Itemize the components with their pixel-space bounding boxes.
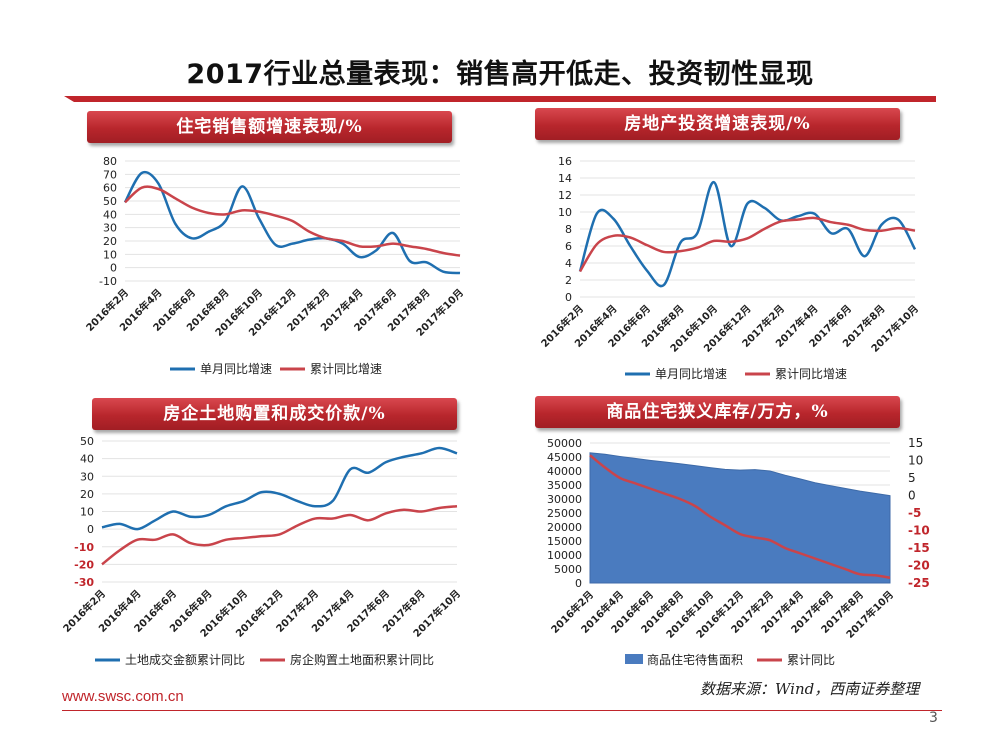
series-line-1 [578,216,916,273]
legend-label: 累计同比 [787,653,835,667]
y-tick-label: 20 [103,235,117,248]
y2-tick-label: 15 [908,436,923,450]
y-tick-label: 4 [565,257,572,270]
y-tick-label: 0 [565,291,572,304]
series-line-0 [123,170,461,275]
y2-tick-label: 5 [908,471,916,485]
legend-label: 土地成交金额累计同比 [125,652,245,667]
y-tick-label: 15000 [547,535,582,548]
y-tick-label: 35000 [547,479,582,492]
y-tick-label: -10 [99,275,117,288]
y2-tick-label: -15 [908,541,930,555]
y2-tick-label: -5 [908,506,921,520]
y-tick-label: 10000 [547,549,582,562]
slide-title: 2017行业总量表现：销售高开低走、投资韧性显现 [186,59,814,90]
chart-residential-inventory: 0500010000150002000025000300003500040000… [547,436,930,667]
panel-title-inventory: 商品住宅狭义库存/万方，% [535,396,900,428]
footer-url-link[interactable]: www.swsc.com.cn [62,688,184,705]
y-tick-label: 5000 [554,563,582,576]
y-tick-label: 80 [103,155,117,168]
y-tick-label: 40000 [547,465,582,478]
chart-real-estate-investment-growth: 02468101214162016年2月2016年4月2016年6月2016年8… [538,155,921,381]
y-tick-label: 20000 [547,521,582,534]
legend-swatch [625,654,643,664]
y-tick-label: 0 [575,577,582,590]
y-tick-label: 30 [80,470,94,483]
y-tick-label: -30 [74,576,94,589]
y2-tick-label: -20 [908,559,930,573]
series-line-1 [124,185,461,257]
y-tick-label: -20 [74,558,94,571]
y-tick-label: 10 [103,248,117,261]
y-tick-label: 70 [103,168,117,181]
series-line-0 [578,180,917,288]
y-tick-label: 0 [87,523,94,536]
panel-title-sales: 住宅销售额增速表现/% [87,111,452,143]
y-tick-label: 50 [103,195,117,208]
y-tick-label: 40 [80,453,94,466]
page-number: 3 [929,710,938,726]
y-tick-label: 10 [80,506,94,519]
y-tick-label: 16 [558,155,572,168]
legend-label: 累计同比增速 [775,367,847,381]
data-source-note: 数据来源：Wind，西南证券整理 [700,680,920,698]
panel-title-land: 房企土地购置和成交价款/% [92,398,457,430]
series-line-1 [589,454,891,579]
legend-label: 单月同比增速 [655,367,727,381]
y-tick-label: -10 [74,541,94,554]
y2-tick-label: 0 [908,489,916,503]
legend-label: 房企购置土地面积累计同比 [290,652,434,667]
y2-tick-label: -10 [908,524,930,538]
y-tick-label: 60 [103,182,117,195]
y-tick-label: 6 [565,240,572,253]
y-tick-label: 2 [565,274,572,287]
y-tick-label: 10 [558,206,572,219]
legend-label: 累计同比增速 [310,362,382,376]
y-tick-label: 50000 [547,437,582,450]
y-tick-label: 8 [565,223,572,236]
y-tick-label: 50 [80,435,94,448]
y-tick-label: 25000 [547,507,582,520]
y-tick-label: 30 [103,222,117,235]
legend-label: 商品住宅待售面积 [647,652,743,667]
series-area-0 [589,452,891,584]
legend-label: 单月同比增速 [200,362,272,376]
series-line-0 [101,446,458,531]
y-tick-label: 40 [103,208,117,221]
y-tick-label: 0 [110,262,117,275]
y-tick-label: 14 [558,172,572,185]
y-tick-label: 45000 [547,451,582,464]
y2-tick-label: 10 [908,454,923,468]
series-line-1 [101,504,458,566]
y2-tick-label: -25 [908,576,930,590]
panel-title-investment: 房地产投资增速表现/% [535,108,900,140]
chart-residential-sales-growth: -10010203040506070802016年2月2016年4月2016年6… [83,155,466,376]
y-tick-label: 30000 [547,493,582,506]
footer-divider [62,710,942,711]
y-tick-label: 12 [558,189,572,202]
y-tick-label: 20 [80,488,94,501]
title-rule [64,96,936,102]
chart-land-purchase: -30-20-10010203040502016年2月2016年4月2016年6… [60,435,463,667]
